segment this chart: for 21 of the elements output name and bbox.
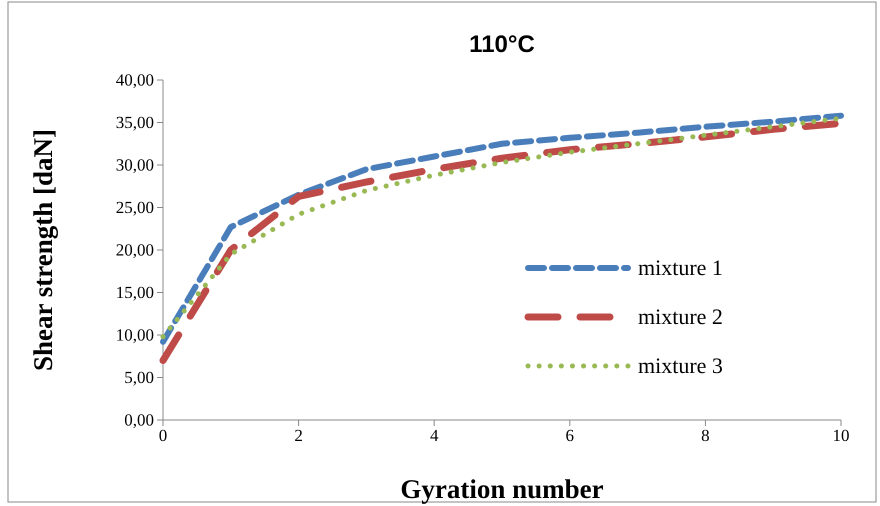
- x-tick-label: 10: [832, 426, 850, 446]
- legend-label: mixture 3: [638, 353, 723, 378]
- legend-label: mixture 2: [638, 304, 723, 329]
- y-tick-label: 40,00: [116, 70, 154, 90]
- y-tick-label: 0,00: [124, 410, 154, 430]
- y-tick-label: 25,00: [116, 198, 154, 217]
- y-tick-label: 35,00: [116, 112, 154, 132]
- y-tick-label: 10,00: [116, 325, 154, 344]
- legend-label: mixture 1: [638, 255, 723, 280]
- y-tick-label: 20,00: [116, 240, 154, 260]
- x-tick-label: 2: [294, 426, 303, 446]
- y-tick-label: 15,00: [116, 282, 154, 302]
- x-axis-title: Gyration number: [400, 474, 604, 504]
- y-axis-title: Shear strength [daN]: [28, 128, 58, 372]
- chart-title: 110°C: [469, 31, 535, 58]
- x-tick-label: 0: [158, 426, 168, 446]
- y-tick-label: 5,00: [124, 368, 154, 387]
- x-tick-label: 8: [701, 426, 710, 446]
- x-tick-label: 6: [566, 426, 574, 446]
- y-tick-label: 30,00: [116, 155, 154, 174]
- x-tick-label: 4: [430, 426, 439, 446]
